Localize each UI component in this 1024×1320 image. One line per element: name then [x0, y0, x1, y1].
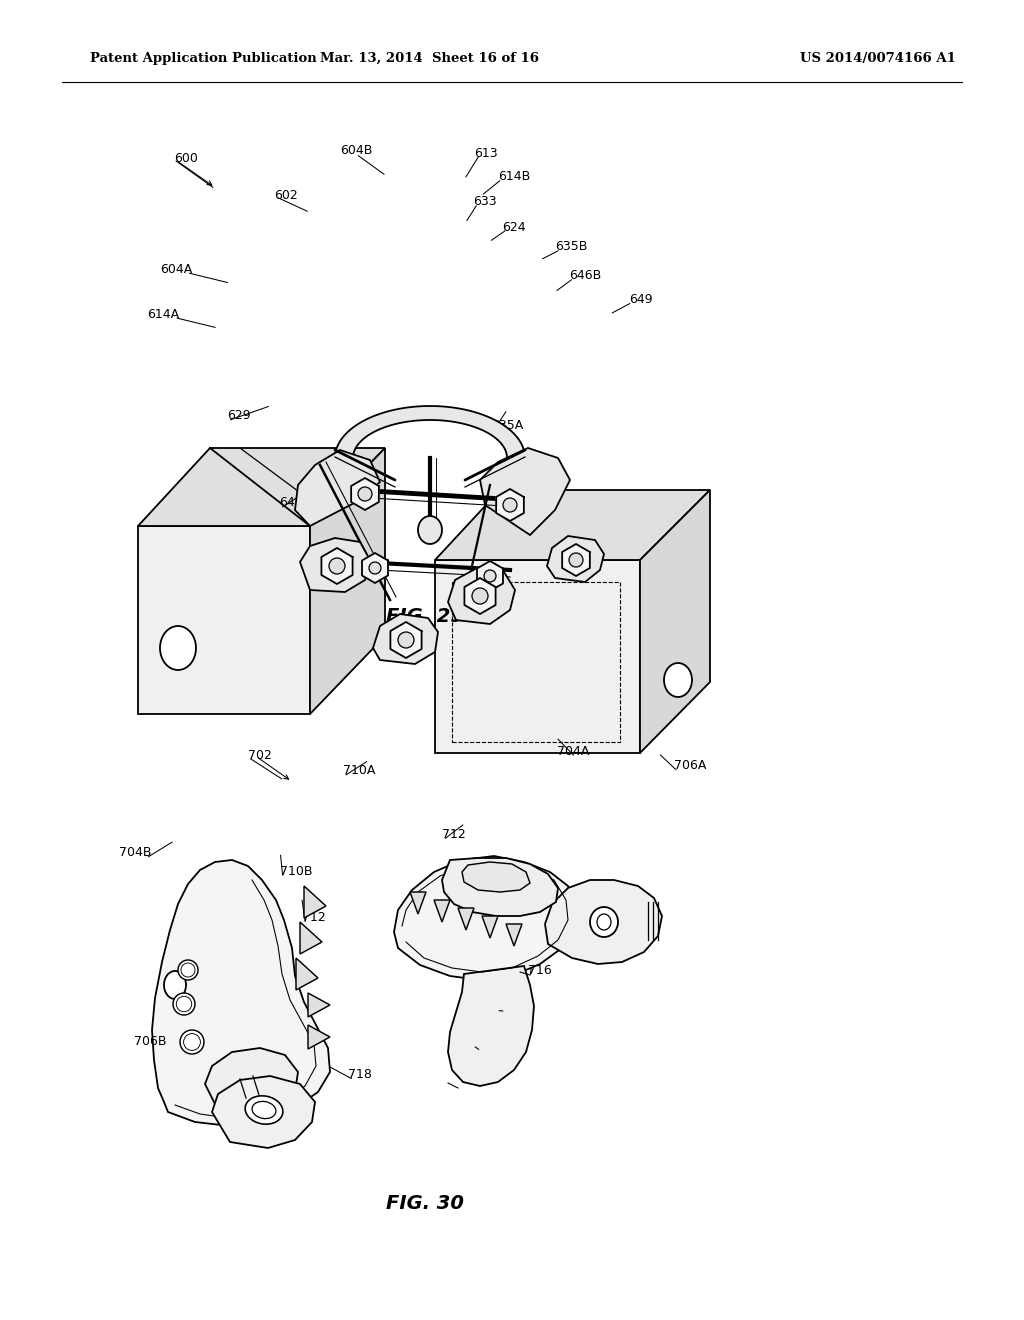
Ellipse shape: [472, 587, 488, 605]
Polygon shape: [477, 561, 503, 591]
Ellipse shape: [180, 1030, 204, 1053]
Text: FIG. 30: FIG. 30: [386, 1195, 464, 1213]
Text: 633: 633: [473, 195, 497, 209]
Text: 649: 649: [629, 293, 652, 306]
Text: 600: 600: [174, 152, 198, 165]
Text: 649: 649: [317, 560, 342, 573]
Text: 604A: 604A: [161, 263, 193, 276]
Ellipse shape: [173, 993, 195, 1015]
Ellipse shape: [178, 960, 198, 979]
Ellipse shape: [369, 562, 381, 574]
Polygon shape: [506, 924, 522, 946]
Polygon shape: [562, 544, 590, 576]
Polygon shape: [335, 407, 525, 458]
Polygon shape: [152, 861, 330, 1126]
Text: 712: 712: [442, 828, 466, 841]
Text: 702: 702: [248, 748, 271, 762]
Polygon shape: [205, 1048, 298, 1115]
Text: 704A: 704A: [557, 744, 590, 758]
Polygon shape: [300, 539, 370, 591]
Polygon shape: [394, 855, 578, 979]
Text: 704B: 704B: [119, 846, 152, 859]
Polygon shape: [545, 880, 662, 964]
Polygon shape: [449, 966, 534, 1086]
Text: 706B: 706B: [134, 1035, 167, 1048]
Ellipse shape: [183, 1034, 201, 1051]
Text: 635A: 635A: [492, 418, 523, 432]
Ellipse shape: [503, 498, 517, 512]
Text: 710B: 710B: [280, 865, 312, 878]
Polygon shape: [465, 578, 496, 614]
Text: 604B: 604B: [340, 144, 373, 157]
Text: 646A: 646A: [280, 496, 311, 510]
Text: 710A: 710A: [343, 764, 376, 777]
Text: 646B: 646B: [569, 269, 601, 282]
Ellipse shape: [418, 516, 442, 544]
Ellipse shape: [329, 558, 345, 574]
Polygon shape: [449, 568, 515, 624]
Polygon shape: [497, 488, 524, 521]
Polygon shape: [295, 450, 380, 525]
Text: Mar. 13, 2014  Sheet 16 of 16: Mar. 13, 2014 Sheet 16 of 16: [321, 53, 540, 65]
Polygon shape: [373, 614, 438, 664]
Ellipse shape: [590, 907, 618, 937]
Polygon shape: [434, 900, 450, 921]
Ellipse shape: [569, 553, 583, 568]
Ellipse shape: [176, 997, 191, 1011]
Text: 613: 613: [474, 147, 498, 160]
Polygon shape: [362, 553, 388, 583]
Text: Patent Application Publication: Patent Application Publication: [90, 53, 316, 65]
Polygon shape: [640, 490, 710, 752]
Text: 629: 629: [227, 409, 251, 422]
Polygon shape: [138, 447, 385, 525]
Text: 706A: 706A: [674, 759, 707, 772]
Polygon shape: [212, 1076, 315, 1148]
Ellipse shape: [160, 626, 196, 671]
Text: 614A: 614A: [147, 308, 179, 321]
Text: 635B: 635B: [555, 240, 588, 253]
Text: 718: 718: [348, 1068, 372, 1081]
Text: FIG. 29: FIG. 29: [386, 607, 464, 626]
Polygon shape: [351, 478, 379, 510]
Polygon shape: [138, 525, 310, 714]
Text: 614B: 614B: [498, 170, 529, 183]
Ellipse shape: [252, 1101, 275, 1118]
Polygon shape: [310, 447, 385, 714]
Ellipse shape: [484, 570, 496, 582]
Polygon shape: [308, 1026, 330, 1049]
Polygon shape: [458, 908, 474, 931]
Text: US 2014/0074166 A1: US 2014/0074166 A1: [800, 53, 955, 65]
Polygon shape: [435, 560, 640, 752]
Polygon shape: [480, 447, 570, 535]
Text: 624: 624: [502, 220, 525, 234]
Polygon shape: [442, 858, 558, 916]
Polygon shape: [296, 958, 318, 990]
Ellipse shape: [597, 913, 611, 931]
Polygon shape: [390, 622, 422, 657]
Polygon shape: [304, 886, 326, 917]
Polygon shape: [322, 548, 352, 583]
Text: 712: 712: [302, 911, 326, 924]
Polygon shape: [462, 862, 530, 892]
Text: 716: 716: [528, 964, 552, 977]
Polygon shape: [410, 892, 426, 913]
Ellipse shape: [245, 1096, 283, 1125]
Polygon shape: [547, 536, 604, 582]
Ellipse shape: [164, 972, 186, 999]
Text: 602: 602: [274, 189, 298, 202]
Polygon shape: [435, 490, 710, 560]
Ellipse shape: [398, 632, 414, 648]
Polygon shape: [300, 921, 322, 954]
Ellipse shape: [181, 964, 195, 977]
Ellipse shape: [358, 487, 372, 502]
Ellipse shape: [664, 663, 692, 697]
Polygon shape: [482, 916, 498, 939]
Polygon shape: [308, 993, 330, 1016]
